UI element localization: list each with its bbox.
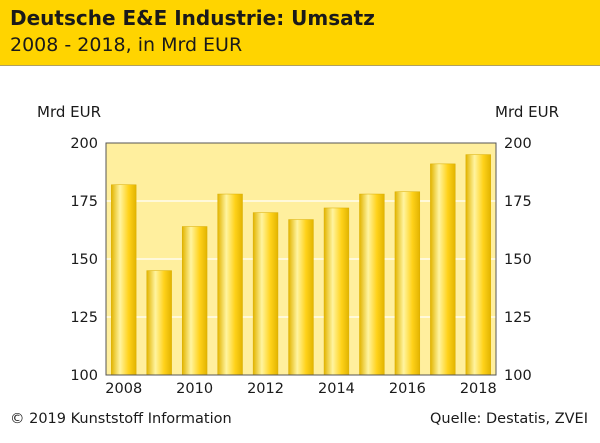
y-axis-unit-right: Mrd EUR [495,103,560,121]
y-tick-label-right: 150 [504,252,532,268]
bar-2016 [394,191,421,376]
x-tick-label: 2014 [318,381,355,397]
bar-2015 [359,193,385,376]
y-tick-label-right: 100 [504,368,532,384]
y-tick-label-left: 150 [70,252,98,268]
chart-title: Deutsche E&E Industrie: Umsatz [10,6,375,30]
x-tick-label: 2012 [247,381,284,397]
y-tick-label-right: 200 [504,136,532,152]
y-tick-label-left: 125 [70,310,98,326]
x-tick-label: 2010 [176,381,213,397]
bar-2013 [288,219,314,376]
x-tick-label: 2016 [389,381,426,397]
plot-border [105,142,497,376]
bar-2009 [146,270,172,376]
bar-2017 [430,163,456,376]
bar-2014 [323,207,350,376]
x-tick-label: 2008 [105,381,142,397]
y-tick-label-right: 125 [504,310,532,326]
y-tick-label-left: 175 [70,194,98,210]
copyright-note: © 2019 Kunststoff Information [10,411,232,427]
bar-2011 [217,193,243,376]
source-note: Quelle: Destatis, ZVEI [430,411,588,427]
y-axis-unit-left: Mrd EUR [37,103,102,121]
bar-2018 [465,154,491,376]
chart-subtitle: 2008 - 2018, in Mrd EUR [10,34,243,56]
y-tick-label-left: 100 [70,368,98,384]
bar-2012 [252,212,279,376]
x-tick-label: 2018 [460,381,497,397]
header-bar: Deutsche E&E Industrie: Umsatz 2008 - 20… [0,0,600,66]
y-tick-label-right: 175 [504,194,532,210]
bar-2010 [181,226,208,376]
y-tick-label-left: 200 [70,136,98,152]
bar-2008 [111,184,137,376]
